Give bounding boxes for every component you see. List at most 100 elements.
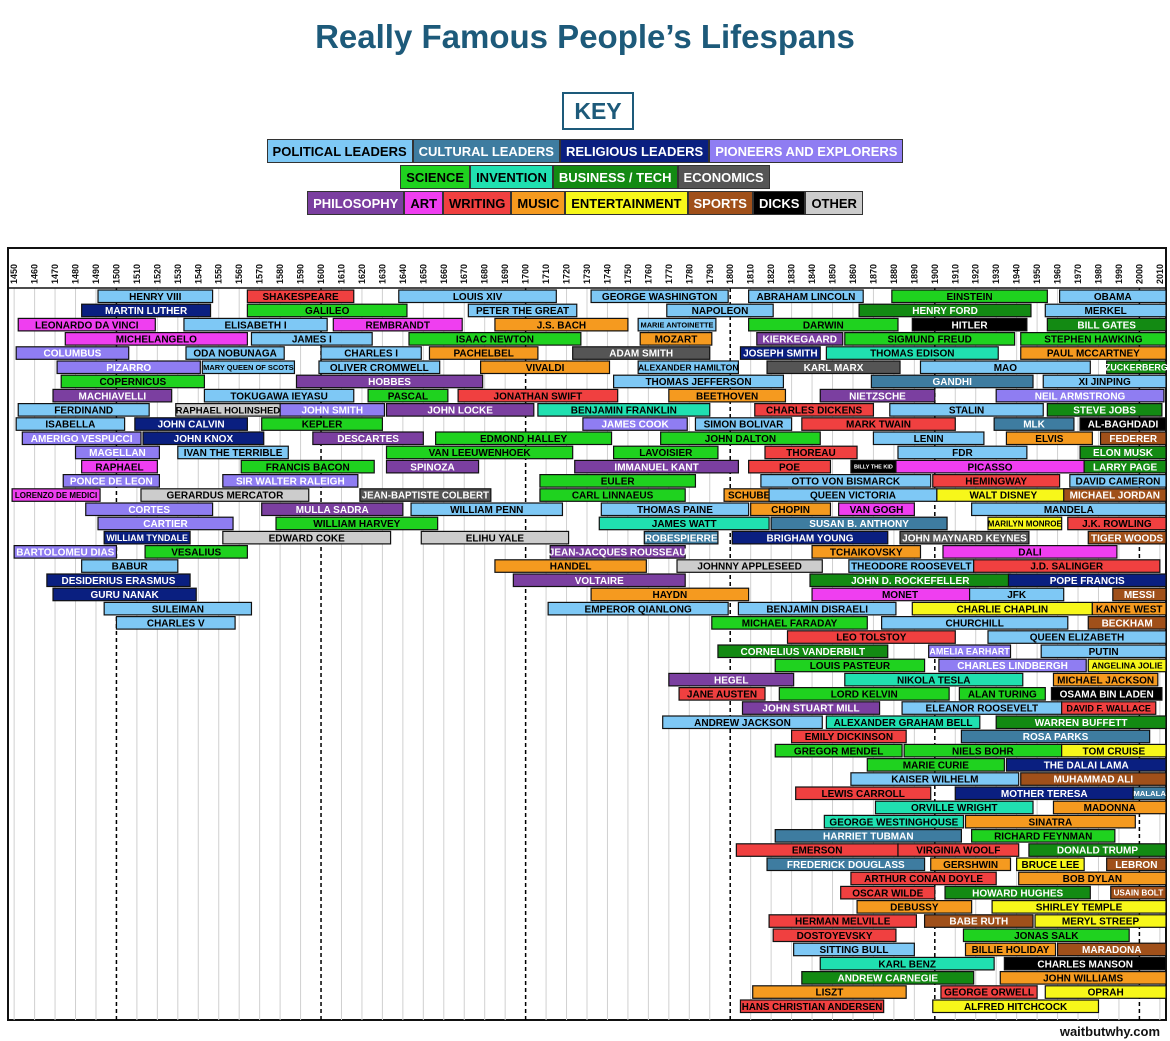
person-label: SHIRLEY TEMPLE	[1036, 902, 1123, 913]
person-label: ISABELLA	[45, 420, 95, 431]
person-bar: LEWIS CARROLL	[795, 786, 932, 801]
person-label: ELON MUSK	[1093, 448, 1154, 459]
person-label: EDMOND HALLEY	[480, 434, 568, 445]
person-bar: THOMAS JEFFERSON	[612, 374, 785, 389]
person-bar: SITTING BULL	[793, 942, 915, 957]
x-tick-label: 1480	[71, 264, 81, 284]
x-tick-label: 1830	[787, 264, 797, 284]
person-label: EMILY DICKINSON	[805, 732, 893, 743]
person-bar-rect	[56, 360, 201, 375]
person-label: HENRY VIII	[129, 292, 181, 303]
person-bar-rect	[318, 360, 441, 375]
person-bar: DEBUSSY	[856, 899, 973, 914]
person-bar-rect	[81, 303, 212, 318]
person-label: PICASSO	[968, 462, 1013, 473]
person-label: JOHN WILLIAMS	[1043, 973, 1123, 984]
person-bar: DESCARTES	[312, 431, 424, 446]
person-label: THEODORE ROOSEVELT	[851, 562, 971, 573]
person-bar: ANDREW JACKSON	[662, 715, 823, 730]
person-label: GERSHWIN	[943, 860, 998, 871]
person-label: STEPHEN HAWKING	[1044, 334, 1143, 345]
person-bar-rect	[770, 516, 948, 531]
person-bar-rect	[991, 899, 1167, 914]
person-label: OSCAR WILDE	[852, 888, 923, 899]
person-label: BENJAMIN FRANKLIN	[571, 405, 677, 416]
x-tick-label: 1870	[868, 264, 878, 284]
person-bar-rect	[467, 303, 578, 318]
person-label: RAPHAEL	[95, 462, 143, 473]
person-bar-rect	[134, 417, 248, 431]
person-bar: SHIRLEY TEMPLE	[991, 899, 1167, 914]
person-bar: ISAAC NEWTON	[408, 332, 582, 346]
person-bar: ELEANOR ROOSEVELT	[901, 701, 1063, 715]
legend-item-business: BUSINESS / TECH	[552, 165, 678, 189]
x-tick-label: 1640	[398, 264, 408, 284]
person-bar-rect	[60, 374, 206, 389]
x-tick-label: 1770	[664, 264, 674, 284]
person-bar-rect	[930, 857, 1012, 872]
key-heading: KEY	[562, 92, 634, 130]
person-bar: BARTOLOMEU DIAS	[13, 544, 118, 559]
person-label: JOHN MAYNARD KEYNES	[902, 533, 1027, 544]
person-bar: HANDEL	[494, 559, 647, 573]
legend-item-other: OTHER	[805, 191, 863, 215]
x-tick-label: 1660	[439, 264, 449, 284]
person-bar-rect	[320, 346, 422, 360]
person-label: COPERNICUS	[99, 377, 166, 388]
x-tick-label: 1710	[541, 264, 551, 284]
person-label: JAMES I	[292, 334, 332, 345]
person-bar-rect	[549, 544, 686, 559]
person-bar: OSCAR WILDE	[840, 885, 936, 900]
person-label: VESALIUS	[171, 547, 221, 558]
person-bar-rect	[457, 388, 619, 403]
person-bar-rect	[819, 956, 995, 971]
person-bar-rect	[480, 360, 611, 375]
person-bar-rect	[962, 928, 1130, 943]
person-label: MARTIN LUTHER	[105, 306, 188, 317]
person-bar-rect	[203, 388, 355, 403]
person-label: LARRY PAGE	[1093, 462, 1158, 473]
person-label: TOM CRUISE	[1083, 746, 1146, 757]
person-bar: BABUR	[81, 559, 179, 573]
person-bar: THEODORE ROOSEVELT	[848, 559, 975, 573]
person-bar-rect	[115, 615, 236, 630]
person-bar-rect	[408, 332, 582, 346]
person-bar: IVAN THE TERRIBLE	[177, 445, 289, 460]
person-bar-rect	[964, 814, 1136, 829]
person-bar-rect	[844, 672, 1024, 687]
person-bar: STEVE JOBS	[1046, 403, 1163, 417]
person-bar: COLUMBUS	[15, 346, 130, 360]
person-bar-rect	[1034, 914, 1167, 928]
person-label: FEDERER	[1109, 434, 1158, 445]
person-label: JOHN LOCKE	[427, 405, 493, 416]
person-bar-rect	[1087, 530, 1167, 545]
x-tick-label: 1970	[1073, 264, 1083, 284]
person-label: MARIE CURIE	[903, 760, 969, 771]
person-bar-rect	[1003, 956, 1167, 971]
person-bar: BRIGHAM YOUNG	[731, 530, 889, 545]
person-label: CHURCHILL	[946, 618, 1004, 629]
person-label: PAUL MCCARTNEY	[1047, 349, 1140, 360]
person-bar-rect	[574, 459, 739, 474]
person-bar-rect	[987, 516, 1063, 531]
person-label: ODA NOBUNAGA	[193, 349, 277, 360]
person-bar: OBAMA	[1059, 289, 1167, 304]
person-label: POE	[779, 462, 800, 473]
person-bar-rect	[367, 388, 449, 403]
person-bar: BENJAMIN FRANKLIN	[537, 403, 711, 417]
person-label: MESSI	[1124, 590, 1155, 601]
person-label: SCHUBERT	[728, 491, 784, 502]
person-bar-rect	[637, 360, 739, 375]
person-label: MICHAEL JORDAN	[1070, 491, 1160, 502]
person-label: EMERSON	[792, 846, 843, 857]
person-bar: AMELIA EARHART	[928, 644, 1012, 659]
person-label: BILLIE HOLIDAY	[972, 945, 1050, 956]
person-label: GREGOR MENDEL	[794, 746, 883, 757]
person-label: THOMAS EDISON	[870, 349, 954, 360]
legend-item-pioneers: PIONEERS AND EXPLORERS	[709, 139, 904, 163]
person-bar: ELVIS	[1005, 431, 1093, 446]
person-bar: THOMAS EDISON	[825, 346, 999, 360]
person-bar: BRUCE LEE	[1016, 857, 1085, 872]
person-bar-rect	[539, 474, 697, 488]
person-bar-rect	[1069, 474, 1167, 488]
